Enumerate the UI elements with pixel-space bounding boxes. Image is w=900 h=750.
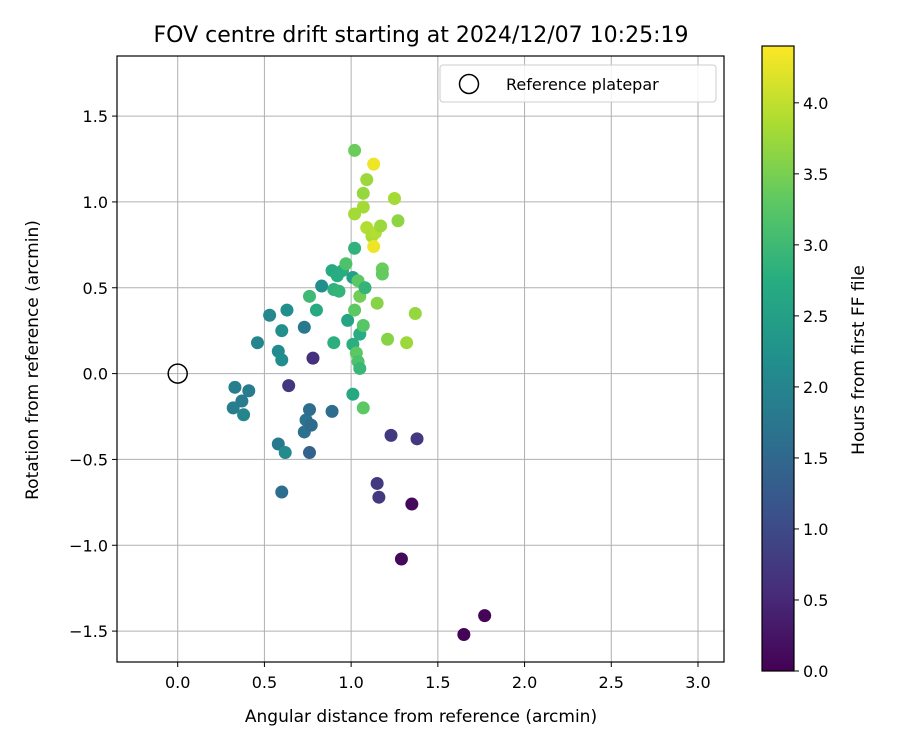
- data-point: [237, 408, 251, 422]
- data-point: [242, 384, 256, 398]
- x-tick-label: 2.5: [599, 673, 624, 692]
- y-tick-label: −1.0: [69, 536, 108, 555]
- x-tick-label: 1.0: [338, 673, 363, 692]
- x-tick-label: 3.0: [685, 673, 710, 692]
- plot-area: 0.0 0.5 1.0 1.5 2.0 2.5 3.0 −1.5 −1.0 −0.5 0.0 0.5 1…: [69, 55, 725, 692]
- colorbar: 0.0 0.5 1.0 1.5 2.0 2.5 3.0 3.5 4.0: [761, 45, 828, 681]
- data-point: [394, 552, 408, 566]
- y-tick-label: −1.5: [69, 622, 108, 641]
- data-point: [275, 353, 289, 367]
- data-point: [358, 281, 372, 295]
- colorbar-tick-label: 2.0: [803, 378, 828, 397]
- data-point: [306, 351, 320, 365]
- data-point: [278, 446, 292, 460]
- data-point: [348, 241, 362, 255]
- chart-title: FOV centre drift starting at 2024/12/07 …: [154, 23, 689, 48]
- x-tick-label: 0.5: [252, 673, 277, 692]
- data-point: [275, 485, 289, 499]
- x-axis-label: Angular distance from reference (arcmin): [245, 707, 597, 727]
- legend-label: Reference platepar: [506, 75, 659, 94]
- colorbar-tick-label: 4.0: [803, 94, 828, 113]
- data-point: [400, 336, 414, 350]
- data-point: [250, 336, 264, 350]
- data-point: [341, 313, 355, 327]
- reference-marker: [167, 363, 188, 384]
- data-point: [309, 303, 323, 317]
- data-point: [478, 609, 492, 623]
- data-point: [235, 394, 249, 408]
- y-tick-label: −0.5: [69, 450, 108, 469]
- data-point: [405, 497, 419, 511]
- legend-box: [439, 64, 717, 103]
- data-point: [391, 214, 405, 228]
- legend-marker: [458, 73, 480, 95]
- data-point: [370, 296, 384, 310]
- data-point: [263, 308, 277, 322]
- x-tick-label: 2.0: [512, 673, 537, 692]
- data-point: [372, 490, 386, 504]
- data-point: [387, 191, 401, 205]
- data-point: [408, 307, 422, 321]
- data-point: [360, 173, 374, 187]
- x-tick-label: 0.0: [165, 673, 190, 692]
- data-point: [374, 219, 388, 233]
- data-point: [226, 401, 240, 415]
- data-point: [367, 157, 381, 171]
- y-tick-label: 1.5: [83, 107, 108, 126]
- data-point: [353, 361, 367, 375]
- x-tick-label: 1.5: [425, 673, 450, 692]
- data-point: [346, 387, 360, 401]
- data-point: [332, 284, 346, 298]
- data-point: [303, 289, 317, 303]
- data-point: [348, 303, 362, 317]
- data-point: [381, 332, 395, 346]
- data-point: [297, 320, 311, 334]
- y-tick-label: 1.0: [83, 193, 108, 212]
- data-point: [303, 403, 317, 417]
- data-point: [339, 257, 353, 271]
- data-point: [348, 143, 362, 157]
- data-point: [282, 379, 296, 393]
- data-point: [325, 404, 339, 418]
- data-point: [275, 324, 289, 338]
- colorbar-tick-label: 3.5: [803, 165, 828, 184]
- data-point: [375, 267, 389, 281]
- data-point: [457, 628, 471, 642]
- data-point: [327, 336, 341, 350]
- y-tick-label: 0.0: [83, 365, 108, 384]
- data-point: [384, 428, 398, 442]
- data-point: [410, 432, 424, 446]
- colorbar-tick-label: 0.0: [803, 662, 828, 681]
- colorbar-gradient: [761, 45, 795, 672]
- data-point: [356, 200, 370, 214]
- data-point: [304, 418, 318, 432]
- data-point: [303, 446, 317, 460]
- data-point: [315, 279, 329, 293]
- data-point: [356, 401, 370, 415]
- y-tick-label: 0.5: [83, 279, 108, 298]
- colorbar-tick-label: 1.0: [803, 520, 828, 539]
- data-point: [356, 186, 370, 200]
- colorbar-tick-label: 2.5: [803, 307, 828, 326]
- data-point: [348, 207, 362, 221]
- axes-frame: [116, 55, 725, 663]
- data-point: [280, 303, 294, 317]
- colorbar-tick-label: 0.5: [803, 591, 828, 610]
- data-point: [367, 240, 381, 254]
- colorbar-tick-label: 1.5: [803, 449, 828, 468]
- colorbar-label: Hours from first FF file: [849, 265, 869, 455]
- legend: Reference platepar: [439, 64, 717, 103]
- data-point: [228, 380, 242, 394]
- y-axis-label: Rotation from reference (arcmin): [23, 220, 43, 500]
- colorbar-tick-label: 3.0: [803, 236, 828, 255]
- data-point: [356, 319, 370, 333]
- data-point: [370, 476, 384, 490]
